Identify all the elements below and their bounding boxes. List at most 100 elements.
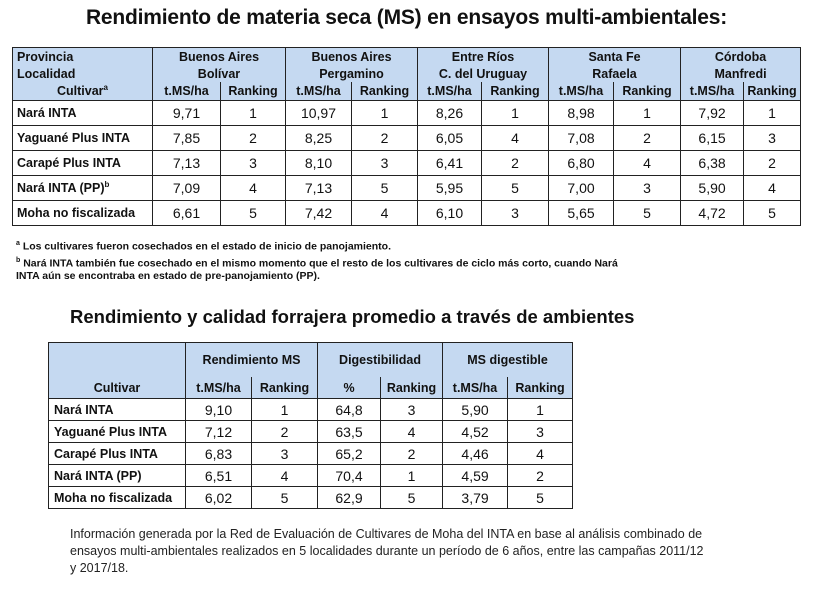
ranking-cell: 1 <box>351 100 418 126</box>
footnote-b: b Nará INTA también fue cosechado en el … <box>16 256 618 270</box>
yield-cell: 6,61 <box>152 200 221 226</box>
value-cell: 6,02 <box>185 486 252 509</box>
provincia-header: Santa Fe <box>548 47 682 65</box>
ranking-cell: 1 <box>380 464 444 487</box>
cultivar-header: Cultivara <box>12 82 153 101</box>
ranking-cell: 5 <box>480 175 550 201</box>
value-cell: 4,59 <box>442 464 509 487</box>
ranking-cell: 2 <box>380 442 444 465</box>
cultivar-name: Nará INTA <box>12 100 153 126</box>
value-cell: 3,79 <box>442 486 509 509</box>
ranking-cell: 5 <box>507 486 574 509</box>
yield-cell: 6,05 <box>417 125 482 151</box>
cultivar-name: Carapé Plus INTA <box>12 150 153 176</box>
ranking-cell: 2 <box>250 420 319 443</box>
yield-cell: 5,95 <box>417 175 482 201</box>
ranking-cell: 3 <box>507 420 574 443</box>
ranking-cell: 2 <box>613 125 682 151</box>
table-row: Yaguané Plus INTA 7,12 2 63,5 4 4,52 3 <box>48 420 574 443</box>
ranking-cell: 5 <box>743 200 802 226</box>
ranking-cell: 5 <box>380 486 444 509</box>
yield-cell: 7,42 <box>285 200 352 226</box>
ranking-cell: 4 <box>480 125 550 151</box>
col-yield: t.MS/ha <box>285 82 352 101</box>
table-row: Nará INTA (PP)b 7,09 4 7,13 5 5,95 5 7,00 3 5,90 4 <box>12 175 802 201</box>
col-subheader: % <box>317 377 382 399</box>
value-cell: 5,90 <box>442 398 509 421</box>
value-cell: 65,2 <box>317 442 382 465</box>
ranking-cell: 3 <box>613 175 682 201</box>
ranking-cell: 1 <box>743 100 802 126</box>
localidad-header: Manfredi <box>680 65 802 82</box>
yield-by-location-table: Provincia Buenos Aires Buenos Aires Entr… <box>12 47 802 226</box>
ranking-cell: 2 <box>480 150 550 176</box>
ranking-cell: 1 <box>220 100 286 126</box>
ranking-cell: 3 <box>351 150 418 176</box>
ranking-cell: 3 <box>220 150 286 176</box>
ranking-cell: 3 <box>380 398 444 421</box>
col-yield: t.MS/ha <box>417 82 482 101</box>
group-header: Rendimiento MS <box>184 342 319 377</box>
page-title: Rendimiento de materia seca (MS) en ensa… <box>85 6 728 29</box>
yield-cell: 4,72 <box>680 200 745 226</box>
cultivar-name: Yaguané Plus INTA <box>12 125 153 151</box>
col-yield: t.MS/ha <box>152 82 221 101</box>
value-cell: 62,9 <box>317 486 382 509</box>
yield-cell: 6,10 <box>417 200 482 226</box>
cultivar-header: Cultivar <box>48 377 186 399</box>
ranking-cell: 1 <box>613 100 682 126</box>
provincia-label: Provincia <box>12 47 153 65</box>
value-cell: 70,4 <box>317 464 382 487</box>
ranking-cell: 5 <box>220 200 286 226</box>
table-row: Nará INTA 9,71 1 10,97 1 8,26 1 8,98 1 7,92 1 <box>12 100 802 126</box>
ranking-cell: 4 <box>613 150 682 176</box>
localidad-header: Rafaela <box>548 65 682 82</box>
col-yield: t.MS/ha <box>680 82 745 101</box>
value-cell: 4,52 <box>442 420 509 443</box>
col-rank: Ranking <box>743 82 802 101</box>
col-rank: Ranking <box>613 82 682 101</box>
ranking-cell: 4 <box>250 464 319 487</box>
yield-cell: 7,85 <box>152 125 221 151</box>
ranking-cell: 1 <box>507 398 574 421</box>
provincia-header: Entre Ríos <box>416 47 550 65</box>
col-rank: Ranking <box>220 82 286 101</box>
yield-cell: 8,10 <box>285 150 352 176</box>
ranking-cell: 1 <box>250 398 319 421</box>
value-cell: 6,83 <box>185 442 252 465</box>
ranking-cell: 4 <box>220 175 286 201</box>
table-row: Carapé Plus INTA 7,13 3 8,10 3 6,41 2 6,80 4 6,38… <box>12 150 802 176</box>
provincia-header: Buenos Aires <box>152 47 286 65</box>
average-quality-table: Rendimiento MS Digestibilidad MS digesti… <box>48 342 574 509</box>
ranking-cell: 3 <box>743 125 802 151</box>
yield-cell: 6,15 <box>680 125 745 151</box>
localidad-header: Bolívar <box>152 65 286 82</box>
section-title: Rendimiento y calidad forrajera promedio… <box>70 306 635 327</box>
footnote-a: a Los cultivares fueron cosechados en el… <box>16 240 392 253</box>
cultivar-name: Yaguané Plus INTA <box>48 420 186 443</box>
yield-cell: 6,38 <box>680 150 745 176</box>
table-row: Yaguané Plus INTA 7,85 2 8,25 2 6,05 4 7,08 2 6,1… <box>12 125 802 151</box>
yield-cell: 7,13 <box>285 175 352 201</box>
col-subheader: t.MS/ha <box>185 377 252 399</box>
footnotes: a Los cultivares fueron cosechados en el… <box>16 237 756 283</box>
col-subheader: Ranking <box>507 377 574 399</box>
ranking-cell: 1 <box>480 100 550 126</box>
ranking-cell: 4 <box>351 200 418 226</box>
table-row: Moha no fiscalizada 6,02 5 62,9 5 3,79 5 <box>48 486 574 509</box>
yield-cell: 7,00 <box>548 175 615 201</box>
ranking-cell: 4 <box>743 175 802 201</box>
ranking-cell: 4 <box>380 420 444 443</box>
yield-cell: 7,09 <box>152 175 221 201</box>
yield-cell: 7,13 <box>152 150 221 176</box>
value-cell: 7,12 <box>185 420 252 443</box>
ranking-cell: 3 <box>250 442 319 465</box>
col-subheader: t.MS/ha <box>442 377 509 399</box>
yield-cell: 7,08 <box>548 125 615 151</box>
value-cell: 63,5 <box>317 420 382 443</box>
yield-cell: 8,26 <box>417 100 482 126</box>
col-rank: Ranking <box>480 82 550 101</box>
source-note: Información generada por la Red de Evalu… <box>70 527 704 575</box>
footnote-b-cont: INTA aún se encontraba en estado de pre-… <box>16 270 320 282</box>
value-cell: 6,51 <box>185 464 252 487</box>
